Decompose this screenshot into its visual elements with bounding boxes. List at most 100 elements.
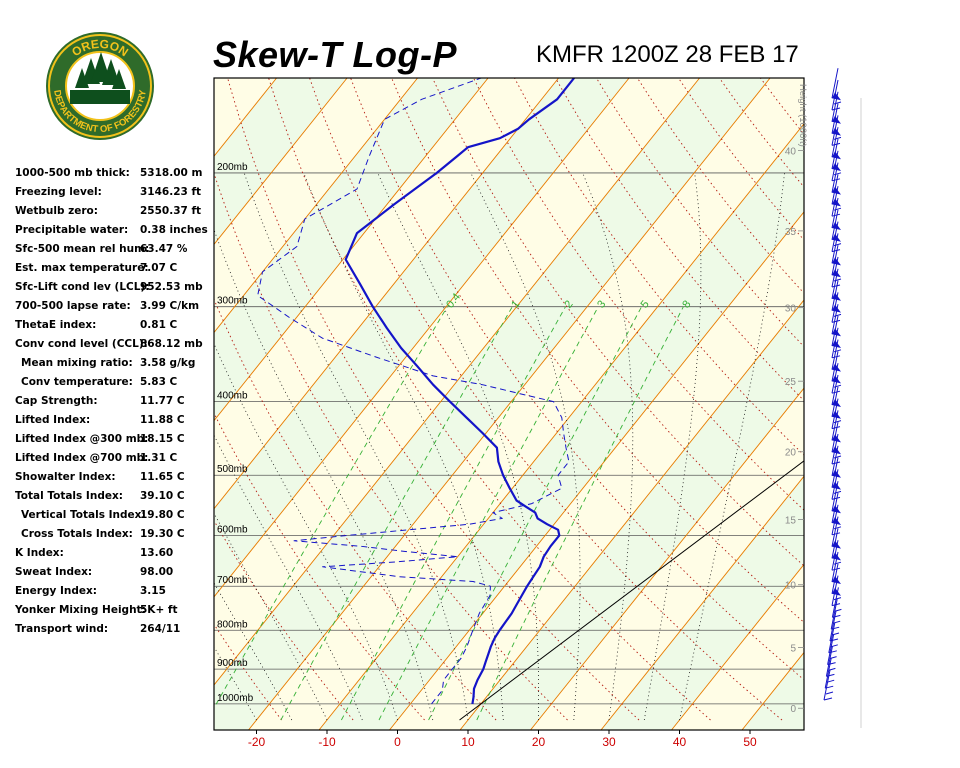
isotherm-line [214,78,559,510]
isotherm-line [459,299,804,730]
wind-barb-column [823,68,842,701]
moist-adiabat [582,172,634,721]
index-label: Showalter Index: [15,471,116,483]
index-label: Lifted Index @300 mb: [15,433,149,445]
height-tick-label: 10 [785,581,797,592]
index-value: 264/11 [140,623,181,635]
index-value: 0.38 inches [140,224,208,236]
height-tick-label: 35 [785,227,797,238]
isotherm-line [318,123,804,730]
index-value: 5.83 C [140,376,178,388]
index-value: 3.15 [140,585,166,597]
index-value: 3146.23 ft [140,186,202,198]
pressure-label: 200mb [217,162,248,173]
moist-adiabat [214,342,398,721]
dry-adiabat [227,78,640,721]
index-label: Yonker Mixing Height: [15,604,146,616]
isotherm-line [214,78,700,686]
dry-adiabat [514,78,804,456]
mixing-ratio-line [428,306,642,721]
pressure-label: 300mb [217,296,248,307]
x-tick-label: 0 [394,735,401,749]
index-label: Lifted Index: [15,414,91,426]
index-label: K Index: [15,547,64,559]
isotherm-line [214,78,348,246]
dry-adiabat [432,78,804,567]
dry-adiabat [214,519,354,721]
pressure-label: 900mb [217,658,248,669]
index-value: 3.58 g/kg [140,357,196,369]
index-value: 3.99 C/km [140,300,200,312]
index-value: 98.00 [140,566,174,578]
index-value: 63.47 % [140,243,188,255]
mixing-ratio-line [280,306,513,721]
index-label: 1000-500 mb thick: [15,167,130,179]
x-tick-label: 40 [673,735,687,749]
index-value: 19.30 C [140,528,185,540]
index-value: 11.65 C [140,471,185,483]
x-tick-label: -20 [248,735,266,749]
index-label: Wetbulb zero: [15,205,98,217]
pressure-label: 500mb [217,464,248,475]
height-tick-label: 15 [785,515,797,526]
index-label: Conv cond level (CCL): [15,338,148,350]
index-value: 5K+ ft [140,604,178,616]
dry-adiabat [0,78,210,720]
index-label: Sfc-500 mean rel hum: [15,243,150,255]
isotherm-line [0,78,206,730]
chart-title: Skew-T Log-P [213,34,458,75]
dry-adiabat [309,78,783,721]
height-tick-label: 5 [790,644,796,655]
height-tick-label: 25 [785,377,797,388]
plot-frame [213,77,805,731]
moist-adiabat [643,172,702,721]
x-tick-label: 30 [602,735,616,749]
height-tick-label: 0 [790,704,796,715]
logo-tree [102,59,120,85]
index-label: Cap Strength: [15,395,98,407]
index-label: Est. max temperature: [15,262,149,274]
index-value: 13.60 [140,547,174,559]
index-value: 952.53 mb [140,281,203,293]
station-time-label: KMFR 1200Z 28 FEB 17 [536,41,799,68]
moist-adiabat [214,434,363,721]
index-value: 39.10 C [140,490,185,502]
mixing-ratio-line [341,306,566,721]
logo-top-text: OREGON [69,37,131,60]
index-label: Transport wind: [15,623,109,635]
pressure-label: 1000mb [217,693,254,704]
index-label: Sweat Index: [15,566,93,578]
isotherm-line [214,78,630,598]
temperature-trace [344,78,575,705]
moist-adiabat [679,172,785,721]
moist-adiabat [243,172,469,721]
index-value: 19.80 C [140,509,185,521]
x-tick-label: 20 [532,735,546,749]
pressure-label: 700mb [217,575,248,586]
temperature-band [214,78,771,730]
wind-barb [823,669,834,701]
index-value: 11.88 C [140,414,185,426]
dewpoint-trace [257,78,570,705]
height-axis-title: Height (1000ft) [797,84,808,147]
pressure-label: 600mb [217,524,248,535]
index-label: 700-500 lapse rate: [15,300,131,312]
logo-gold-ring [48,34,152,138]
plot-area [0,78,804,730]
temperature-band [0,78,136,730]
pressure-label: 400mb [217,391,248,402]
height-tick-label: 30 [785,304,797,315]
moist-adiabat [214,228,434,721]
wind-barb [831,68,841,101]
wind-barb [829,610,840,642]
index-label: Total Totals Index: [15,490,123,502]
temperature-band [0,78,206,730]
wind-barb [825,646,836,677]
isotherm-line [671,563,804,730]
index-value: 1.31 C [140,452,178,464]
wind-barb [828,622,838,654]
index-label: Precipitable water: [15,224,129,236]
index-label: Lifted Index @700 mb: [15,452,149,464]
